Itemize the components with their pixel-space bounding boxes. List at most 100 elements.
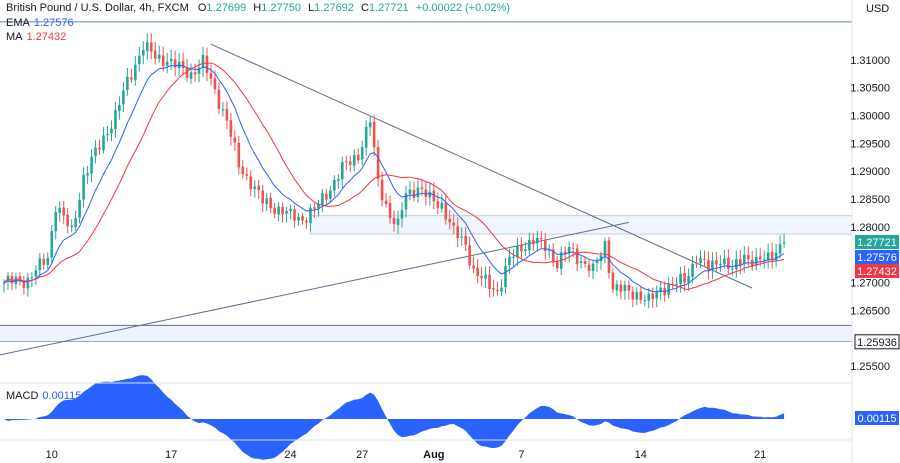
candle-body: [30, 277, 34, 279]
candle-body: [408, 189, 412, 195]
candle-body: [735, 259, 738, 270]
candle-body: [603, 241, 607, 256]
candle-body: [448, 218, 452, 223]
candle-body: [293, 209, 296, 221]
candle-body: [468, 245, 471, 266]
candle: [138, 46, 141, 72]
price-tag-text: 1.27576: [857, 252, 897, 264]
candle-body: [344, 161, 348, 163]
ema-legend: EMA 1.27576: [6, 16, 74, 30]
candle-body: [607, 240, 611, 274]
candle: [241, 159, 245, 179]
candle-body: [731, 268, 734, 270]
candle-body: [86, 173, 89, 176]
ohlc-low-label: L: [308, 2, 315, 14]
candle: [520, 237, 523, 259]
candle: [237, 135, 241, 175]
candle-body: [420, 187, 424, 189]
candle-body: [26, 277, 30, 289]
candle: [551, 243, 555, 267]
candle: [285, 206, 288, 223]
candle-body: [126, 76, 129, 91]
x-tick-label: 14: [635, 449, 647, 461]
candle: [384, 193, 388, 208]
candle: [233, 130, 237, 151]
candle-body: [424, 189, 428, 197]
trendlines-layer: [0, 43, 753, 356]
candle-body: [782, 242, 786, 244]
candle: [50, 225, 54, 264]
candle-body: [492, 288, 495, 290]
candle-body: [707, 259, 710, 271]
candle-body: [181, 61, 185, 69]
price-tag-ma: 1.27432: [855, 264, 899, 278]
candle-body: [325, 193, 328, 200]
y-tick-label: 1.31000: [850, 55, 890, 67]
candle: [149, 33, 153, 60]
candle: [165, 53, 169, 74]
ohlc-open-label: O: [197, 2, 207, 14]
candle-body: [114, 110, 117, 130]
candle-body: [233, 137, 237, 143]
ohlc-high-label: H: [253, 2, 262, 14]
candle: [82, 167, 85, 208]
candle-body: [193, 72, 197, 75]
candle: [575, 243, 579, 272]
candle: [484, 266, 487, 288]
y-tick-label: 1.30000: [850, 110, 890, 122]
candle: [711, 252, 714, 279]
candle-body: [348, 161, 352, 165]
candle-body: [746, 255, 750, 260]
candle-body: [70, 226, 73, 228]
candle: [536, 230, 539, 252]
ma-line: [3, 62, 785, 290]
candle-body: [456, 226, 460, 239]
candle: [424, 180, 428, 206]
candle: [189, 63, 193, 84]
candle: [157, 45, 161, 63]
candle-body: [440, 202, 444, 209]
candle: [707, 251, 710, 280]
candle-body: [635, 292, 639, 300]
candle: [169, 49, 173, 70]
candle: [161, 46, 165, 72]
candle: [599, 251, 603, 270]
candle-body: [360, 147, 364, 160]
candle-body: [655, 291, 659, 299]
candle: [249, 170, 253, 197]
candle: [201, 46, 205, 77]
candle-body: [496, 289, 499, 292]
candle-body: [392, 218, 396, 225]
candle-body: [221, 109, 225, 111]
candle-body: [727, 257, 730, 269]
candle: [766, 243, 770, 269]
candle-body: [579, 261, 583, 263]
currency-label: USD: [866, 3, 890, 15]
candle-body: [500, 287, 503, 292]
candle-body: [543, 239, 547, 251]
candle-body: [679, 273, 682, 285]
candle: [496, 281, 499, 296]
candle: [528, 232, 531, 255]
candle: [623, 280, 627, 300]
candle: [372, 114, 376, 157]
candle: [631, 286, 635, 308]
ohlc-change: +0.00022 (+0.02%): [415, 2, 510, 14]
candle: [607, 236, 611, 279]
ohlc-open-value: 1.27699: [206, 2, 247, 14]
candle: [90, 149, 93, 183]
candle-body: [341, 162, 344, 180]
candle-body: [380, 179, 384, 201]
candle-body: [169, 58, 173, 62]
candle: [34, 265, 38, 285]
candle: [667, 277, 670, 299]
macd-area: [4, 375, 785, 460]
candle: [297, 213, 300, 226]
price-tag-text: 1.25936: [857, 337, 897, 349]
candle: [301, 212, 304, 225]
candle: [750, 250, 754, 271]
candle-body: [90, 156, 93, 174]
candle: [735, 250, 738, 278]
descending-trendline: [210, 43, 753, 289]
